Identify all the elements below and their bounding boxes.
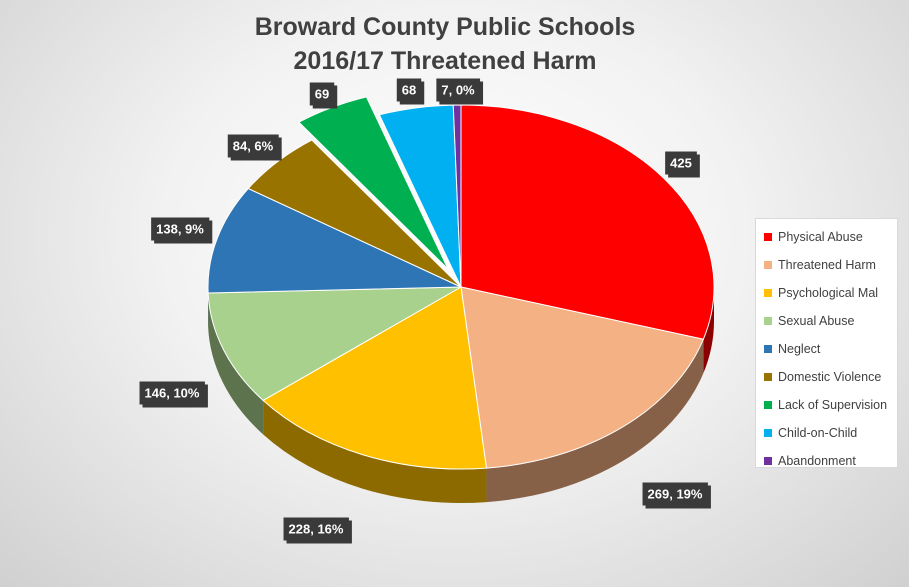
data-label-text-5: 84, 6%: [233, 139, 274, 154]
legend-label: Domestic Violence: [778, 370, 882, 384]
data-label-box-5: [227, 134, 279, 158]
pie-slice-side-2: [263, 400, 487, 504]
legend-item: Psychological Mal: [756, 279, 897, 307]
data-label-3: 146, 10%: [139, 381, 208, 408]
data-label-text-3: 146, 10%: [145, 386, 200, 401]
data-label-text-4: 138, 9%: [156, 222, 204, 237]
legend-swatch: [764, 261, 772, 269]
pie-slice-4: [207, 187, 462, 294]
legend-label: Sexual Abuse: [778, 314, 855, 328]
data-label-box-7: [396, 78, 422, 102]
pie-slice-3: [207, 286, 462, 402]
legend-label: Psychological Mal: [778, 286, 879, 300]
legend-item: Abandonment: [756, 447, 897, 475]
pie-slice-2: [262, 286, 488, 470]
data-label-5: 84, 6%: [227, 134, 282, 161]
legend-item: Threatened Harm: [756, 251, 897, 279]
data-label-8: 7, 0%: [436, 78, 484, 105]
legend-swatch: [764, 317, 772, 325]
pie-slice-0: [460, 104, 715, 340]
data-label-text-0: 425: [670, 156, 692, 171]
data-label-text-6: 69: [315, 87, 329, 102]
legend-item: Lack of Supervision: [756, 391, 897, 419]
legend-label: Child-on-Child: [778, 426, 858, 440]
pie-slice-5: [247, 139, 462, 288]
legend-item: Physical Abuse: [756, 223, 897, 251]
pie-slice-side-1: [486, 339, 704, 503]
legend-label: Lack of Supervision: [778, 398, 888, 412]
data-label-7: 68: [396, 78, 425, 105]
data-label-1: 269, 19%: [642, 482, 711, 509]
legend-swatch: [764, 457, 772, 465]
data-label-box-4: [151, 217, 210, 241]
legend-swatch: [764, 345, 772, 353]
legend-item: Sexual Abuse: [756, 307, 897, 335]
data-label-box-8: [436, 78, 481, 102]
legend-item: Domestic Violence: [756, 363, 897, 391]
legend-label: Neglect: [778, 342, 821, 356]
data-label-box-6: [309, 82, 335, 106]
legend-item: Neglect: [756, 335, 897, 363]
data-label-box-1: [642, 482, 708, 506]
data-label-text-1: 269, 19%: [648, 487, 703, 502]
data-label-text-2: 228, 16%: [289, 522, 344, 537]
chart-title-line-1: Broward County Public Schools: [254, 13, 636, 41]
legend-label: Abandonment: [778, 454, 856, 468]
pie-slice-side-0: [703, 287, 714, 374]
legend-swatch: [764, 233, 772, 241]
legend-label: Physical Abuse: [778, 230, 863, 244]
data-label-6: 69: [309, 82, 338, 109]
pie-slice-8: [452, 104, 462, 288]
pie-slice-side-3: [208, 292, 264, 435]
legend-item: Child-on-Child: [756, 419, 897, 447]
chart-legend: Physical Abuse Threatened Harm Psychologic…: [755, 218, 898, 468]
legend-swatch: [764, 373, 772, 381]
legend-swatch: [764, 401, 772, 409]
data-label-box-3: [139, 381, 205, 405]
data-label-0: 425: [665, 151, 700, 178]
data-label-text-8: 7, 0%: [441, 83, 475, 98]
chart-title-line-2: 2016/17 Threatened Harm: [293, 47, 597, 75]
pie-slice-1: [460, 286, 705, 469]
data-label-text-7: 68: [402, 83, 416, 98]
pie-top-layer: [207, 96, 715, 470]
data-label-2: 228, 16%: [283, 517, 352, 544]
data-label-box-0: [665, 151, 697, 175]
chart-title: Broward County Public Schools 2016/17 Th…: [0, 10, 890, 78]
data-label-box-2: [283, 517, 349, 541]
legend-swatch: [764, 429, 772, 437]
data-labels: 425 269, 19% 228, 16% 146, 10% 138, 9% 84, 6%…: [139, 78, 711, 544]
data-label-4: 138, 9%: [151, 217, 213, 244]
legend-swatch: [764, 289, 772, 297]
legend-label: Threatened Harm: [778, 258, 876, 272]
